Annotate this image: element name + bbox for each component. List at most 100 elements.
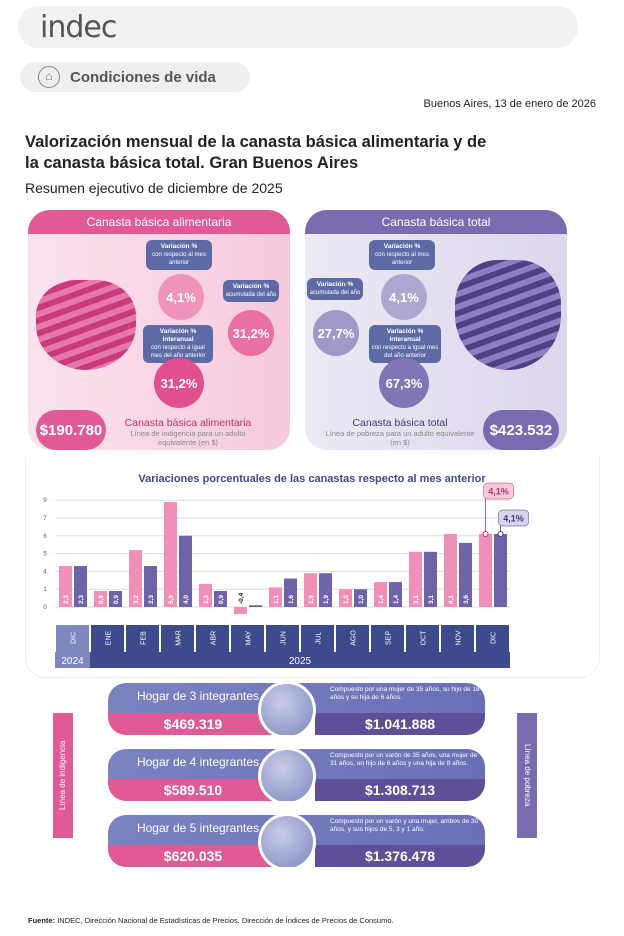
household-title: Hogar de 3 integrantes bbox=[136, 689, 260, 703]
food-basket-illustration bbox=[36, 280, 136, 370]
bar-cbt bbox=[249, 605, 262, 607]
cbt-interanual-value: 67,3% bbox=[379, 358, 429, 408]
cbt-label: Canasta básica total Línea de pobreza par… bbox=[325, 417, 475, 448]
bar-cba bbox=[444, 534, 457, 607]
bar-value-label: 4,0 bbox=[183, 595, 190, 604]
month-label: OCT bbox=[421, 630, 428, 646]
cba-acumulada-value: 31,2% bbox=[228, 310, 274, 356]
month-cell bbox=[161, 625, 194, 652]
month-label: ENE bbox=[106, 630, 113, 645]
y-tick-label: 9 bbox=[43, 498, 47, 504]
family-illustration bbox=[258, 749, 316, 801]
bar-cba bbox=[234, 607, 247, 615]
chart-title: Variaciones porcentuales de las canastas… bbox=[138, 473, 486, 485]
indigencia-side-label: Línea de indigencia bbox=[53, 713, 73, 838]
household-title: Hogar de 4 integrantes bbox=[136, 755, 260, 769]
bar-cba bbox=[339, 589, 352, 607]
bar-value-label: 3,6 bbox=[463, 595, 470, 604]
cba-panel: Canasta básica alimentaria Variación % co… bbox=[28, 210, 290, 450]
cbt-heading: Canasta básica total bbox=[305, 210, 567, 234]
bar-value-label: 1,0 bbox=[358, 595, 365, 604]
bar-cba bbox=[94, 590, 107, 607]
cbt-panel: Canasta básica total Variación % con resp… bbox=[305, 210, 567, 450]
month-label: MAR bbox=[176, 630, 183, 646]
bar-value-label: 1,3 bbox=[203, 595, 210, 604]
cba-price: $190.780 bbox=[36, 410, 106, 450]
bar-cbt bbox=[284, 578, 297, 607]
month-label: ABR bbox=[211, 631, 218, 645]
month-label: JUL bbox=[316, 632, 323, 645]
bar-value-label: -0,4 bbox=[238, 592, 245, 604]
bar-value-label: 0,9 bbox=[98, 595, 105, 604]
bar-cbt bbox=[389, 582, 402, 607]
header-bar bbox=[18, 6, 578, 48]
month-cell bbox=[301, 625, 334, 652]
bar-value-label: 3,1 bbox=[428, 595, 435, 604]
bar-cba bbox=[269, 587, 282, 607]
indec-logo[interactable]: indec bbox=[40, 10, 117, 45]
bar-value-label: 1,9 bbox=[323, 595, 330, 604]
month-label: JUN bbox=[281, 631, 288, 645]
bar-cbt bbox=[179, 535, 192, 607]
bar-cba bbox=[164, 501, 177, 607]
month-cell bbox=[336, 625, 369, 652]
household-cba-value: $589.510 bbox=[108, 779, 278, 801]
bar-cbt bbox=[109, 590, 122, 607]
bar-cbt bbox=[459, 542, 472, 607]
month-cell bbox=[441, 625, 474, 652]
bar-value-label: 2,3 bbox=[148, 595, 155, 604]
month-cell bbox=[231, 625, 264, 652]
household-cba-value: $620.035 bbox=[108, 845, 278, 867]
bar-value-label: 1,1 bbox=[273, 595, 280, 604]
callout-value: 4,1% bbox=[503, 514, 524, 524]
bar-value-label: 3,2 bbox=[133, 595, 140, 604]
y-tick-label: 4 bbox=[43, 569, 47, 575]
callout-value: 4,1% bbox=[488, 487, 509, 497]
cbt-acumulada-value: 27,7% bbox=[313, 310, 359, 356]
month-label: FEB bbox=[141, 631, 148, 645]
bar-value-label: 4,1 bbox=[448, 595, 455, 604]
month-cell bbox=[406, 625, 439, 652]
year-label: 2024 bbox=[61, 656, 84, 667]
cba-interanual-value: 31,2% bbox=[154, 358, 204, 408]
household-description: Compuesto por una mujer de 35 años, su h… bbox=[330, 686, 480, 701]
bar-cbt bbox=[354, 589, 367, 607]
bar-cbt bbox=[319, 573, 332, 607]
cbt-mensual-tag: Variación % con respecto al mes anterior bbox=[369, 240, 435, 270]
chart-frame bbox=[25, 458, 600, 678]
month-cell bbox=[56, 625, 89, 652]
callout-box bbox=[483, 482, 514, 500]
bar-value-label: 2,3 bbox=[63, 595, 70, 604]
month-label: SEP bbox=[386, 631, 393, 645]
household-cbt-value: $1.376.478 bbox=[315, 845, 485, 867]
month-cell bbox=[371, 625, 404, 652]
cbt-price: $423.532 bbox=[483, 410, 559, 450]
bar-value-label: 1,6 bbox=[288, 595, 295, 604]
year-cell bbox=[55, 652, 90, 668]
basket-icon: ⌂ bbox=[38, 66, 60, 88]
source-text: INDEC, Dirección Nacional de Estadística… bbox=[57, 916, 394, 925]
callout-dot bbox=[497, 531, 504, 538]
bar-value-label: 2,3 bbox=[78, 595, 85, 604]
bar-cba bbox=[304, 573, 317, 607]
bar-cbt bbox=[424, 551, 437, 607]
bar-value-label: 1,9 bbox=[308, 595, 315, 604]
y-tick-label: 6 bbox=[43, 534, 47, 540]
bar-cba bbox=[59, 566, 72, 607]
report-date: Buenos Aires, 13 de enero de 2026 bbox=[423, 98, 596, 110]
household-cbt-value: $1.308.713 bbox=[315, 779, 485, 801]
month-cell bbox=[196, 625, 229, 652]
section-title: Condiciones de vida bbox=[70, 69, 216, 86]
bar-cba bbox=[374, 582, 387, 607]
month-cell bbox=[91, 625, 124, 652]
family-illustration bbox=[258, 683, 316, 735]
source-footer: Fuente: INDEC, Dirección Nacional de Est… bbox=[28, 916, 394, 925]
bar-value-label: 0,9 bbox=[113, 595, 120, 604]
month-label: AGO bbox=[351, 630, 358, 646]
bar-cba bbox=[129, 550, 142, 607]
bar-cba bbox=[479, 534, 492, 607]
bar-cbt bbox=[74, 566, 87, 607]
bar-value-label: 1,0 bbox=[343, 595, 350, 604]
bar-value-label: 1,4 bbox=[393, 595, 400, 604]
cbt-interanual-tag: Variación % interanual con respecto a igu… bbox=[369, 325, 441, 363]
